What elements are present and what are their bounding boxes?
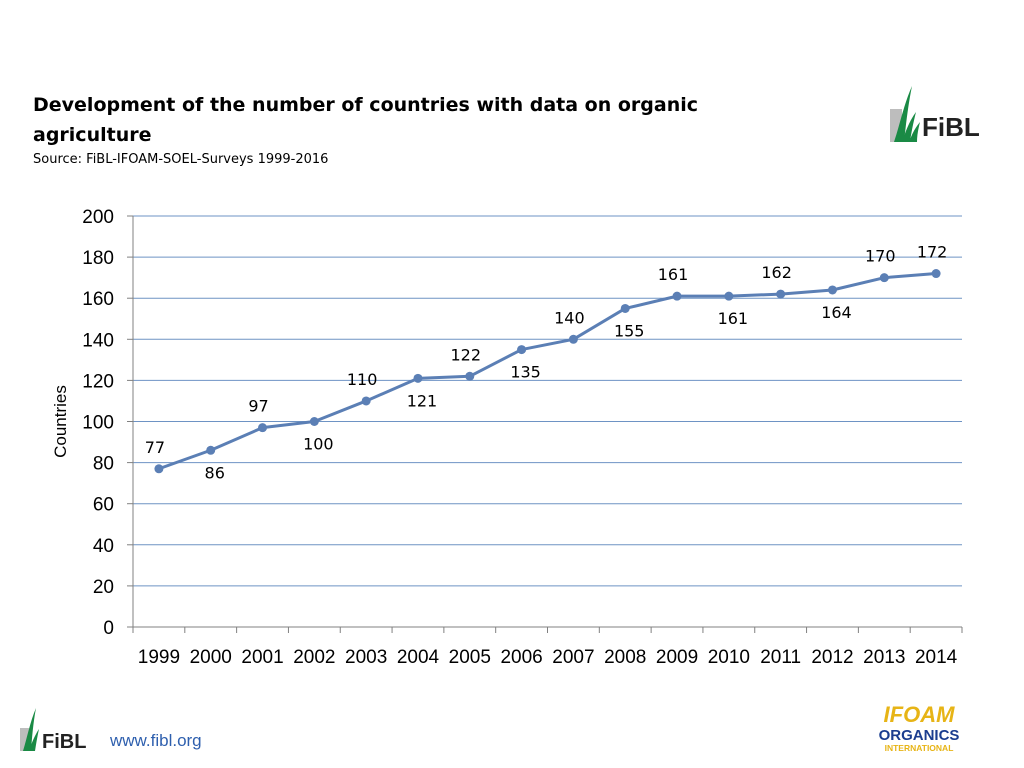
- x-tick-label: 2006: [500, 647, 542, 668]
- data-point: [154, 464, 164, 474]
- data-point: [361, 396, 371, 406]
- fibl-footer-logo-text: FiBL: [42, 731, 86, 752]
- data-point: [724, 291, 734, 301]
- x-tick-label: 2002: [293, 647, 335, 668]
- x-tick-label: 2005: [449, 647, 491, 668]
- data-point: [206, 445, 216, 455]
- line-chart: 0 20 40 60 80 100 120 140 160 180 200 1999 2000 2001 2…: [51, 207, 963, 668]
- x-tick-label: 2000: [190, 647, 232, 668]
- x-tick-label: 2011: [760, 647, 801, 668]
- x-tick-label: 2010: [708, 647, 750, 668]
- data-label: 110: [347, 370, 378, 389]
- data-label: 164: [821, 303, 852, 322]
- data-label: 155: [614, 321, 645, 340]
- x-tick-label: 2013: [863, 647, 905, 668]
- y-tick-label: 180: [82, 248, 114, 269]
- y-tick-label: 160: [82, 289, 114, 310]
- data-point: [309, 417, 319, 426]
- ifoam-organics-logo-icon: IFOAM ORGANICS INTERNATIONAL: [879, 702, 960, 753]
- data-point: [568, 334, 578, 344]
- data-label: 86: [205, 463, 225, 482]
- data-label: 97: [248, 397, 268, 416]
- data-point: [413, 373, 423, 383]
- y-axis-title: Countries: [51, 385, 70, 458]
- y-tick-label: 100: [82, 413, 114, 434]
- data-label: 172: [917, 243, 948, 262]
- data-label: 161: [658, 265, 689, 284]
- x-tick-label: 1999: [138, 647, 180, 668]
- ifoam-logo-text: IFOAM: [884, 702, 956, 727]
- data-point: [879, 273, 889, 283]
- y-tick-label: 80: [93, 454, 114, 475]
- x-tick-label: 2008: [604, 647, 646, 668]
- data-point: [620, 303, 630, 313]
- chart-title: Development of the number of countries w…: [33, 94, 699, 146]
- data-label: 140: [554, 308, 585, 327]
- international-logo-text: INTERNATIONAL: [885, 743, 954, 753]
- data-label: 135: [510, 363, 541, 382]
- data-point: [931, 269, 941, 279]
- x-tick-label: 2007: [552, 647, 594, 668]
- y-tick-label: 20: [93, 577, 114, 598]
- data-label: 121: [407, 391, 438, 410]
- data-point: [776, 289, 786, 299]
- y-tick-label: 0: [103, 618, 114, 639]
- y-tick-label: 60: [93, 495, 114, 516]
- fibl-logo-text: FiBL: [922, 112, 980, 142]
- fibl-logo-icon: FiBL: [890, 86, 980, 142]
- x-tick-label: 2012: [811, 647, 853, 668]
- chart-source: Source: FiBL-IFOAM-SOEL-Surveys 1999-201…: [33, 152, 329, 167]
- y-tick-label: 140: [82, 330, 114, 351]
- data-label: 100: [303, 435, 334, 454]
- data-point: [258, 423, 268, 433]
- y-tick-label: 200: [82, 207, 114, 228]
- x-tick-label: 2004: [397, 647, 440, 668]
- data-point: [672, 291, 682, 301]
- x-tick-label: 2001: [241, 647, 283, 668]
- data-point: [517, 345, 527, 355]
- series-line: [158, 272, 937, 471]
- fibl-website-link[interactable]: www.fibl.org: [110, 731, 202, 750]
- data-label: 170: [865, 247, 896, 266]
- x-tick-label: 2014: [915, 647, 958, 668]
- x-tick-label: 2009: [656, 647, 698, 668]
- y-tick-label: 40: [93, 536, 114, 557]
- x-tick-label: 2003: [345, 647, 387, 668]
- fibl-footer-logo-icon: FiBL: [20, 708, 86, 752]
- y-tick-label: 120: [82, 371, 114, 392]
- data-point: [827, 285, 837, 295]
- data-label: 162: [761, 263, 792, 282]
- data-label: 161: [718, 309, 749, 328]
- organics-logo-text: ORGANICS: [879, 727, 960, 744]
- data-label: 122: [451, 345, 482, 364]
- data-point: [465, 371, 475, 381]
- data-label: 77: [145, 438, 165, 457]
